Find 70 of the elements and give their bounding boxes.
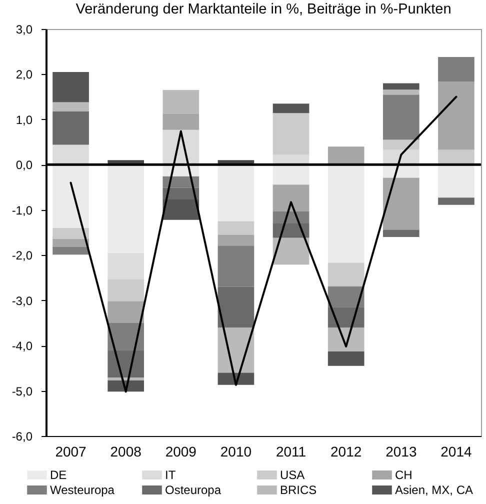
x-tick-label: 2014 (440, 444, 472, 460)
legend-label: Asien, MX, CA (395, 483, 474, 497)
bar (272, 184, 310, 212)
bar (328, 164, 364, 263)
x-tick-label: 2013 (386, 444, 417, 460)
y-tick-label: -4,0 (12, 339, 33, 354)
x-tick-label: 2010 (220, 444, 252, 460)
x-tick-label: 2007 (55, 444, 87, 460)
legend-label: USA (280, 468, 305, 482)
legend-label: Osteuropa (165, 483, 222, 497)
x-tick-label: 2012 (330, 444, 362, 460)
y-tick-label: 2,0 (16, 68, 33, 82)
legend-label: Westeuropa (50, 483, 115, 497)
bar (382, 230, 420, 238)
legend-label: DE (50, 468, 67, 482)
bar (52, 72, 89, 102)
y-tick-label: 3,0 (16, 22, 33, 36)
bar (52, 228, 89, 239)
bar (108, 164, 144, 253)
bar (438, 150, 474, 165)
bar (218, 234, 254, 246)
chart-title: Veränderung der Marktanteile in %, Beiträge in %-Punkten (76, 2, 452, 18)
bar (52, 111, 89, 145)
bar (438, 57, 474, 82)
bar (162, 90, 200, 114)
bar (162, 114, 200, 130)
y-tick-label: -5,0 (12, 384, 33, 398)
bar (108, 280, 144, 302)
bar (218, 164, 254, 222)
bar (218, 372, 254, 385)
bar (438, 164, 474, 198)
bar (328, 262, 364, 286)
bar (218, 221, 254, 235)
bar (162, 199, 200, 220)
bar (438, 81, 474, 150)
y-tick-label: -2,0 (12, 248, 33, 263)
x-tick-label: 2008 (110, 444, 142, 460)
bar (328, 351, 364, 366)
bar (52, 246, 89, 255)
bar (108, 301, 144, 323)
legend-label: CH (395, 468, 412, 482)
bar (382, 178, 420, 230)
y-tick-label: 1,0 (16, 112, 33, 127)
bar (272, 164, 310, 185)
bar (382, 90, 420, 95)
bar (382, 94, 420, 140)
bar (272, 113, 310, 155)
legend-label: BRICS (280, 483, 317, 497)
bar (218, 286, 254, 328)
y-tick-label: -3,0 (12, 294, 33, 308)
bar (52, 238, 89, 247)
y-tick-label: -6,0 (12, 430, 33, 444)
bar (52, 144, 89, 165)
bar (382, 83, 420, 90)
bar (328, 327, 364, 352)
bar (272, 104, 310, 114)
y-tick-label: 0,0 (16, 158, 33, 172)
bar (52, 102, 89, 112)
bar (438, 198, 474, 205)
bar (272, 154, 310, 165)
bar (272, 238, 310, 265)
bar (52, 164, 89, 228)
bar (328, 286, 364, 308)
bar (328, 146, 364, 165)
bar (218, 246, 254, 287)
legend-label: IT (165, 468, 176, 482)
bar (108, 252, 144, 280)
x-tick-label: 2009 (165, 444, 197, 460)
y-tick-label: -1,0 (12, 203, 33, 218)
x-tick-label: 2011 (276, 444, 306, 460)
